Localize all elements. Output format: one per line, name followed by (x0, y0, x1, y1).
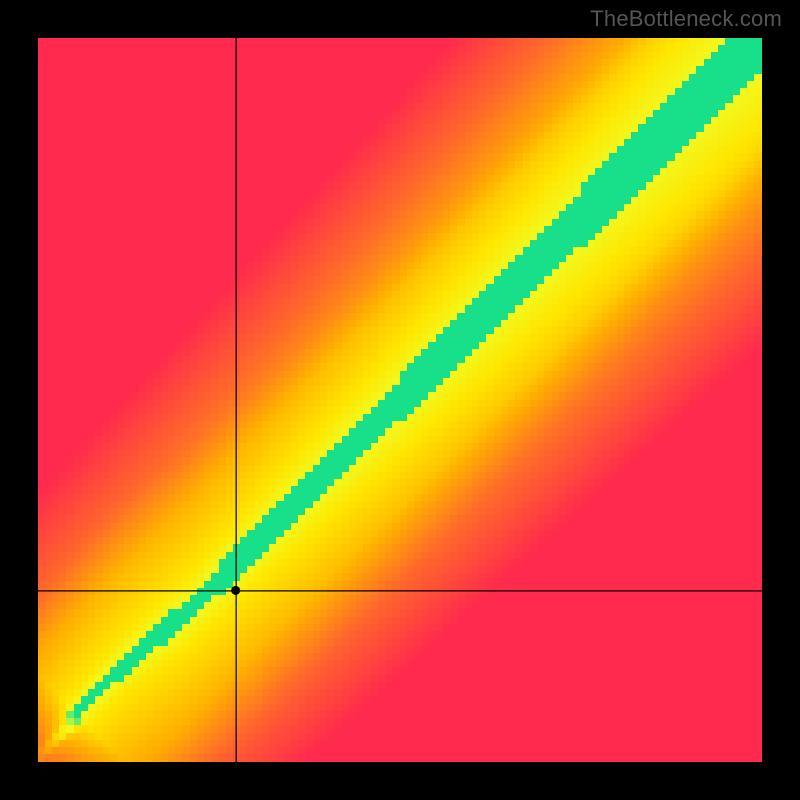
heatmap-canvas (38, 38, 762, 762)
heatmap-plot-area (38, 38, 762, 762)
attribution-text: TheBottleneck.com (590, 6, 782, 32)
figure-container: TheBottleneck.com (0, 0, 800, 800)
